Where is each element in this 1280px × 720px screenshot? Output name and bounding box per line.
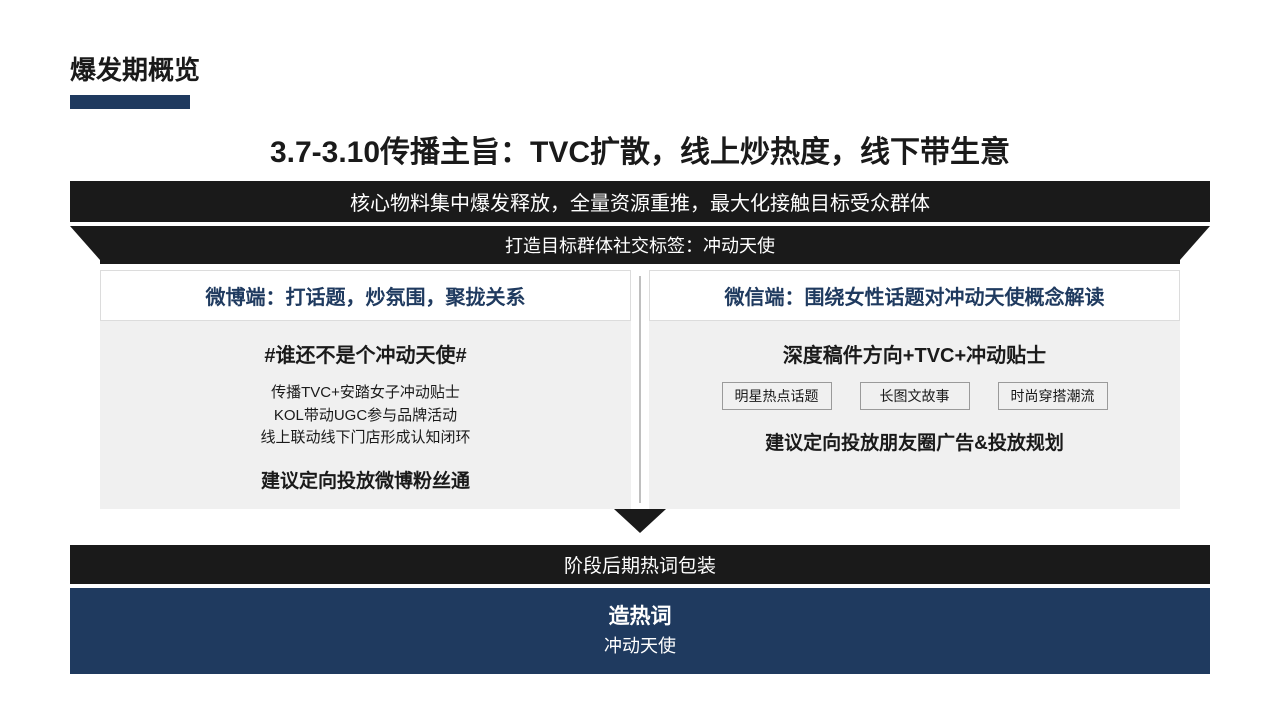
banner-left-notch xyxy=(70,226,100,260)
weibo-hashtag: #谁还不是个冲动天使# xyxy=(112,339,619,368)
down-arrow-wrap xyxy=(70,509,1210,539)
title-underline xyxy=(70,95,190,109)
hotword-title: 造热词 xyxy=(70,600,1210,630)
down-arrow-icon xyxy=(614,509,666,533)
wechat-column: 微信端：围绕女性话题对冲动天使概念解读 深度稿件方向+TVC+冲动贴士 明星热点… xyxy=(649,270,1180,509)
late-stage-bar: 阶段后期热词包装 xyxy=(70,545,1210,584)
wechat-header: 微信端：围绕女性话题对冲动天使概念解读 xyxy=(649,270,1180,321)
wechat-subtitle: 深度稿件方向+TVC+冲动贴士 xyxy=(661,339,1168,368)
weibo-line-2: KOL带动UGC参与品牌活动 xyxy=(112,405,619,428)
banner-right-notch xyxy=(1180,226,1210,260)
tag-celebrity-topic: 明星热点话题 xyxy=(722,382,832,410)
weibo-line-3: 线上联动线下门店形成认知闭环 xyxy=(112,427,619,450)
weibo-recommend: 建议定向投放微博粉丝通 xyxy=(112,466,619,493)
hotword-sub: 冲动天使 xyxy=(70,632,1210,658)
core-materials-bar: 核心物料集中爆发释放，全量资源重推，最大化接触目标受众群体 xyxy=(70,181,1210,222)
weibo-header: 微博端：打话题，炒氛围，聚拢关系 xyxy=(100,270,631,321)
wechat-recommend: 建议定向投放朋友圈广告&投放规划 xyxy=(661,428,1168,455)
two-column-section: 微博端：打话题，炒氛围，聚拢关系 #谁还不是个冲动天使# 传播TVC+安踏女子冲… xyxy=(100,270,1180,509)
weibo-lines: 传播TVC+安踏女子冲动贴士 KOL带动UGC参与品牌活动 线上联动线下门店形成… xyxy=(112,382,619,450)
hotword-block: 造热词 冲动天使 xyxy=(70,588,1210,674)
weibo-body: #谁还不是个冲动天使# 传播TVC+安踏女子冲动贴士 KOL带动UGC参与品牌活… xyxy=(100,321,631,509)
page-title: 爆发期概览 xyxy=(70,50,1210,87)
tag-fashion-trend: 时尚穿搭潮流 xyxy=(998,382,1108,410)
weibo-line-1: 传播TVC+安踏女子冲动贴士 xyxy=(112,382,619,405)
wechat-tag-row: 明星热点话题 长图文故事 时尚穿搭潮流 xyxy=(661,382,1168,410)
main-headline: 3.7-3.10传播主旨：TVC扩散，线上炒热度，线下带生意 xyxy=(70,127,1210,171)
banner-wrap: 打造目标群体社交标签：冲动天使 xyxy=(70,226,1210,264)
weibo-column: 微博端：打话题，炒氛围，聚拢关系 #谁还不是个冲动天使# 传播TVC+安踏女子冲… xyxy=(100,270,631,509)
social-label-banner: 打造目标群体社交标签：冲动天使 xyxy=(100,226,1180,264)
column-divider xyxy=(639,276,641,503)
wechat-body: 深度稿件方向+TVC+冲动贴士 明星热点话题 长图文故事 时尚穿搭潮流 建议定向… xyxy=(649,321,1180,509)
tag-long-article: 长图文故事 xyxy=(860,382,970,410)
